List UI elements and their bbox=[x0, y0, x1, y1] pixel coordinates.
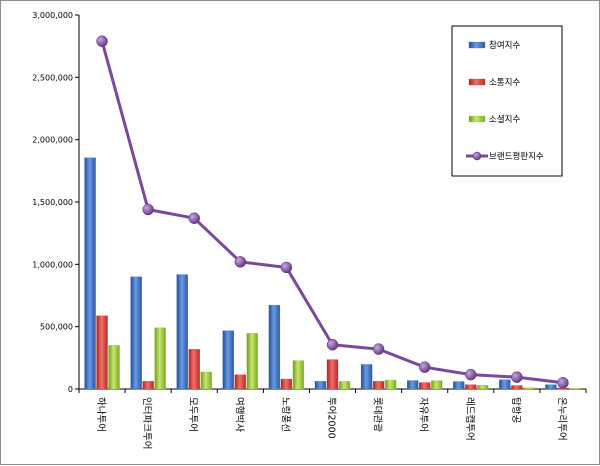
legend-marker bbox=[472, 151, 482, 161]
category-label: 자유투어 bbox=[418, 397, 429, 432]
bar bbox=[154, 327, 166, 390]
bar bbox=[130, 276, 142, 390]
bar bbox=[360, 364, 373, 390]
line-point bbox=[511, 371, 523, 383]
category-label: 모두투어 bbox=[187, 397, 198, 432]
line-point bbox=[326, 338, 339, 351]
category-label: 노랑풍선 bbox=[279, 397, 291, 432]
line-point bbox=[418, 361, 431, 373]
category-label: 인터파크투어 bbox=[141, 397, 152, 449]
bar bbox=[523, 387, 535, 390]
legend-label: 브랜드평판지수 bbox=[489, 151, 544, 162]
bar bbox=[108, 345, 120, 390]
bar bbox=[431, 380, 443, 390]
category-label: 온누리투어 bbox=[556, 397, 567, 441]
bar bbox=[246, 333, 258, 390]
bar bbox=[188, 349, 200, 390]
bar bbox=[176, 274, 188, 390]
bar bbox=[465, 384, 477, 390]
category-label: 하나투어 bbox=[95, 397, 107, 432]
bar bbox=[96, 315, 108, 390]
legend-label: 소통지수 bbox=[489, 78, 520, 88]
y-tick-label: 0 bbox=[68, 385, 73, 394]
bar bbox=[200, 371, 212, 390]
bar bbox=[314, 381, 327, 390]
y-tick-label: 1,500,000 bbox=[32, 198, 73, 207]
bar bbox=[292, 360, 305, 390]
bar bbox=[268, 304, 281, 390]
line-point bbox=[465, 368, 477, 381]
bar bbox=[222, 330, 234, 390]
bar bbox=[407, 380, 419, 390]
line-point bbox=[557, 377, 569, 389]
y-tick-label: 1,000,000 bbox=[32, 260, 73, 269]
line-point bbox=[96, 35, 108, 47]
bar bbox=[326, 359, 339, 390]
bar bbox=[477, 385, 489, 390]
bar bbox=[384, 379, 397, 390]
bar bbox=[338, 381, 351, 390]
bar bbox=[84, 157, 96, 390]
bar bbox=[569, 388, 581, 390]
legend-swatch bbox=[468, 115, 486, 123]
line-point bbox=[372, 343, 385, 355]
line-point bbox=[280, 261, 293, 274]
bar bbox=[142, 381, 154, 390]
line-series bbox=[96, 35, 569, 389]
bar bbox=[545, 384, 557, 390]
legend-swatch bbox=[468, 78, 486, 86]
bar bbox=[511, 385, 523, 390]
bar bbox=[280, 378, 293, 390]
category-label: 여행박사 bbox=[233, 397, 245, 432]
legend-swatch bbox=[468, 41, 486, 49]
legend-label: 참여지수 bbox=[489, 40, 520, 51]
line-point bbox=[188, 212, 200, 224]
category-label: 탑항공 bbox=[510, 397, 522, 423]
y-tick-label: 2,500,000 bbox=[32, 73, 73, 82]
category-label: 투어2000 bbox=[326, 397, 337, 439]
category-label: 롯데관광 bbox=[372, 397, 384, 432]
legend-label: 소셜지수 bbox=[489, 115, 520, 125]
line-point bbox=[142, 203, 154, 216]
y-tick-label: 2,000,000 bbox=[32, 136, 73, 145]
bar bbox=[453, 381, 465, 390]
category-label: 레드캡투어 bbox=[464, 397, 476, 441]
bar bbox=[234, 374, 246, 390]
bar bbox=[372, 381, 385, 390]
category-labels: 하나투어 인터파크투어 모두투어 여행박사 노랑풍선 투어2000 롯데관광 자유투어 레드캡투… bbox=[95, 397, 567, 449]
line-point bbox=[234, 256, 247, 268]
bars bbox=[84, 157, 581, 390]
legend-box bbox=[451, 25, 563, 177]
bar bbox=[499, 379, 511, 390]
y-tick-label: 500,000 bbox=[40, 323, 73, 332]
bar bbox=[419, 382, 431, 390]
y-tick-label: 3,000,000 bbox=[32, 11, 73, 20]
